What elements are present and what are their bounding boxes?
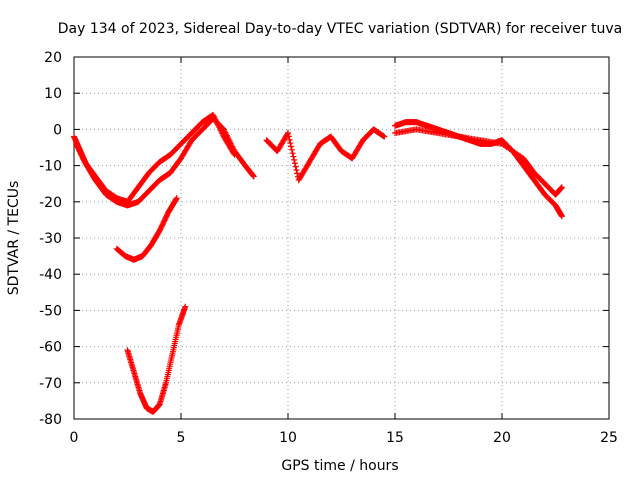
data-point xyxy=(230,150,237,157)
data-point xyxy=(291,160,298,167)
y-tick-label: 10 xyxy=(44,86,62,102)
data-point xyxy=(182,303,189,310)
data-point xyxy=(231,151,238,158)
x-tick-label: 20 xyxy=(493,430,511,446)
data-point xyxy=(288,146,295,153)
x-axis-title: GPS time / hours xyxy=(281,458,398,474)
data-point xyxy=(285,130,291,137)
x-tick-label: 25 xyxy=(600,430,618,446)
x-tick-label: 15 xyxy=(386,430,404,446)
y-axis-title: SDTVAR / TECUs xyxy=(6,181,22,296)
data-point xyxy=(558,213,565,220)
data-point xyxy=(250,172,257,179)
data-points xyxy=(71,111,565,415)
data-point xyxy=(558,184,565,191)
data-point xyxy=(291,156,298,163)
y-tick-label: 20 xyxy=(44,50,62,66)
data-point xyxy=(286,136,293,143)
x-tick-label: 5 xyxy=(177,430,186,446)
y-tick-label: -10 xyxy=(39,159,62,175)
y-tick-label: 0 xyxy=(53,122,62,138)
x-tick-label: 0 xyxy=(70,430,79,446)
y-tick-label: -50 xyxy=(39,303,62,319)
y-tick-label: -80 xyxy=(39,412,62,428)
data-point xyxy=(381,133,388,140)
data-point xyxy=(293,166,300,173)
data-point xyxy=(294,170,301,177)
x-tick-label: 10 xyxy=(279,430,297,446)
y-tick-label: -30 xyxy=(39,231,62,247)
data-point xyxy=(173,196,180,203)
data-point xyxy=(173,195,180,202)
y-tick-label: -70 xyxy=(39,376,62,392)
y-tick-label: -40 xyxy=(39,267,62,283)
data-point xyxy=(288,143,295,150)
data-point xyxy=(285,133,292,140)
y-tick-label: -20 xyxy=(39,195,62,211)
grid-lines xyxy=(74,57,609,419)
data-point xyxy=(287,140,294,147)
data-point xyxy=(290,153,297,160)
data-point xyxy=(292,163,299,170)
axis-ticks: 0 5 10 15 20 25 -80 -70 -60 -50 -40 -30 -20 -10 0 10 20 xyxy=(39,50,618,446)
data-point xyxy=(289,150,296,157)
chart-title: Day 134 of 2023, Sidereal Day-to-day VTE… xyxy=(58,21,622,37)
y-tick-label: -60 xyxy=(39,340,62,356)
data-point xyxy=(250,173,257,180)
